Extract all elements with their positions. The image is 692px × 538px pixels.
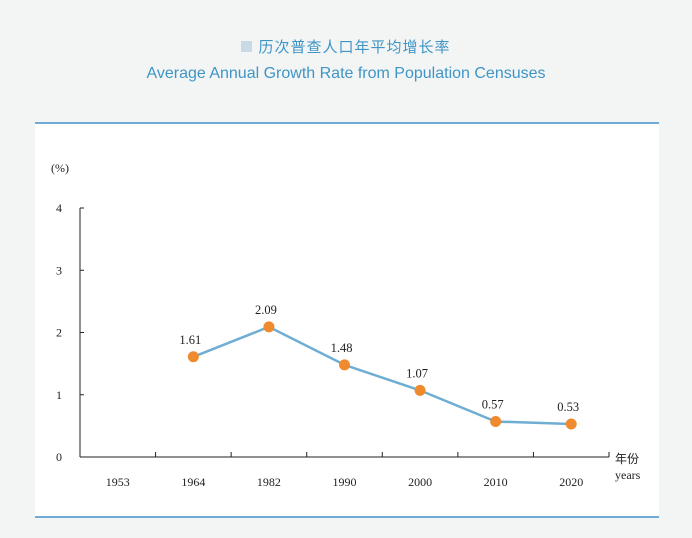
- chart-title-cn: 历次普查人口年平均增长率: [258, 38, 451, 56]
- x-tick-label: 2020: [559, 475, 583, 489]
- y-tick-label: 2: [56, 326, 62, 340]
- y-tick-label: 4: [56, 201, 62, 215]
- chart-panel: (%) 0 1 2 3 4 1953 1964 1982 1990 2000 2010 2020 年份 ye…: [35, 122, 659, 518]
- series-line: [192, 325, 572, 426]
- y-tick-label: 1: [56, 388, 62, 402]
- x-tick-label: 1964: [181, 475, 205, 489]
- data-label: 1.61: [179, 333, 201, 347]
- x-tick-label: 1990: [333, 475, 357, 489]
- data-point: [187, 351, 199, 363]
- x-tick-label: 1982: [257, 475, 281, 489]
- x-tick-label: 2000: [408, 475, 432, 489]
- data-label: 0.53: [557, 400, 579, 414]
- data-label: 2.09: [255, 303, 277, 317]
- chart-title-en: Average Annual Growth Rate from Populati…: [146, 65, 546, 82]
- y-axis-label: (%): [51, 161, 69, 175]
- data-point: [263, 321, 275, 333]
- line-chart: (%) 0 1 2 3 4 1953 1964 1982 1990 2000 2010 2020 年份 ye…: [51, 161, 641, 489]
- data-label: 1.07: [406, 366, 428, 380]
- title-square-icon: [241, 41, 253, 52]
- x-tick-label: 1953: [106, 475, 130, 489]
- data-point: [339, 359, 350, 371]
- x-axis-label-en: years: [615, 468, 641, 482]
- chart-title-cn-row: 历次普查人口年平均增长率: [241, 36, 450, 57]
- data-point: [565, 418, 577, 430]
- data-label: 0.57: [482, 398, 504, 412]
- y-tick-label: 3: [56, 263, 62, 277]
- data-label: 1.48: [331, 341, 353, 355]
- x-tick-label: 2010: [484, 475, 508, 489]
- data-point: [414, 384, 426, 396]
- y-tick-label: 0: [56, 450, 62, 464]
- data-point: [490, 416, 502, 428]
- x-axis-label-cn: 年份: [615, 452, 639, 466]
- chart-title-block: 历次普查人口年平均增长率 Average Annual Growth Rate …: [0, 36, 692, 83]
